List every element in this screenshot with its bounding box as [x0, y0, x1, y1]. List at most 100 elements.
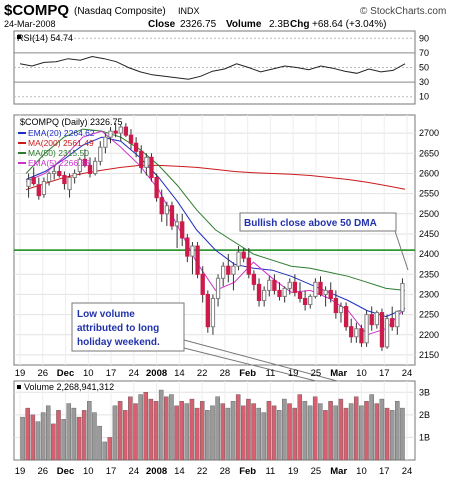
- volume-tick-labels: 3B 2B 1B: [419, 387, 430, 442]
- candle-body: [328, 289, 333, 299]
- rsi-label: RSI(14) 54.74: [17, 33, 73, 43]
- candle-body: [221, 265, 226, 279]
- price-tick-label: 2600: [419, 168, 439, 178]
- candle-body: [246, 257, 251, 275]
- volume-label: Volume: [226, 19, 262, 30]
- volume-bar: [235, 394, 241, 461]
- candle-body: [359, 328, 364, 344]
- candle-body: [318, 281, 323, 295]
- price-tick-label: 2350: [419, 269, 439, 279]
- volume-bar: [379, 398, 385, 461]
- legend-entry: MA(200) 2561.49: [28, 138, 94, 148]
- volume-bar: [71, 407, 77, 461]
- candle-body: [77, 158, 82, 172]
- annotation-bullish-box: [239, 212, 397, 232]
- price-tick-label: 2150: [419, 350, 439, 360]
- rsi-tick-label: 70: [419, 48, 429, 58]
- ema20-line: [25, 136, 406, 318]
- chg-label: Chg: [290, 19, 309, 30]
- candle-body: [190, 245, 195, 257]
- volume-value: 2.3B: [269, 19, 290, 30]
- x-tick-label: 19: [288, 368, 299, 379]
- price-tick-label: 2450: [419, 229, 439, 239]
- volume-bar: [143, 392, 149, 461]
- volume-bar: [76, 416, 82, 461]
- volume-bar: [61, 419, 66, 461]
- x-tick-label: 17: [106, 368, 117, 379]
- volume-bar: [271, 405, 277, 461]
- candle-body: [400, 283, 405, 312]
- volume-bar: [348, 403, 354, 461]
- x-tick-label: Dec: [57, 466, 74, 477]
- candle-body: [36, 184, 41, 197]
- annotation-bullish-text: Bullish close above 50 DMA: [244, 218, 377, 229]
- x-tick-label: 24: [402, 466, 413, 477]
- candle-body: [231, 265, 236, 275]
- x-tick-label: 10: [356, 368, 367, 379]
- volume-bar: [266, 401, 272, 461]
- candle-body: [195, 245, 200, 275]
- volume-bar: [328, 401, 333, 461]
- candle-body: [297, 291, 303, 299]
- price-tick-label: 2700: [419, 128, 439, 138]
- candle-body: [133, 142, 139, 152]
- volume-bar: [122, 410, 128, 461]
- x-tick-label: 17: [379, 368, 390, 379]
- x-tick-label: 17: [106, 466, 117, 477]
- volume-bar: [297, 394, 303, 461]
- x-tick-label: 26: [37, 466, 48, 477]
- x-tick-label: 10: [83, 368, 94, 379]
- x-tick-label: 14: [174, 368, 185, 379]
- candle-body: [395, 310, 400, 328]
- candle-body: [267, 279, 272, 291]
- candle-body: [292, 281, 298, 293]
- candle-body: [277, 289, 282, 297]
- price-tick-labels: 2700 2650 2600 2550 2500 2450 2400 2350 2300 2250…: [419, 128, 439, 360]
- volume-bar: [81, 410, 87, 461]
- x-axis-labels-middle: 19 26 Dec 10 17 24 2008 14 22 28 Feb 11 19 25 Mar 10 17 2…: [15, 368, 413, 379]
- candle-body: [323, 289, 328, 295]
- close-value: 2326.75: [180, 19, 217, 30]
- x-tick-label: 22: [197, 368, 208, 379]
- volume-bar: [184, 403, 190, 461]
- price-panel-label: $COMPQ (Daily) 2326.75: [20, 117, 123, 127]
- candle-body: [302, 297, 308, 306]
- candle-body: [241, 251, 246, 259]
- chg-value: +68.64 (+3.04%): [312, 19, 387, 30]
- volume-bar: [128, 396, 133, 461]
- rsi-tick-label: 30: [419, 77, 429, 87]
- candle-body: [41, 181, 47, 195]
- volume-bar: [369, 394, 374, 461]
- price-tick-label: 2400: [419, 249, 439, 259]
- rsi-tick-labels: 90 70 50 30 10: [419, 33, 429, 101]
- price-tick-label: 2550: [419, 189, 439, 199]
- candle-body: [308, 295, 313, 306]
- x-tick-label: 24: [129, 466, 140, 477]
- volume-bar: [307, 405, 313, 461]
- volume-bar: [66, 403, 72, 461]
- candle-body: [282, 287, 287, 297]
- candle-body: [174, 221, 180, 227]
- x-tick-label: 2008: [146, 368, 167, 379]
- x-tick-label: 28: [220, 368, 231, 379]
- volume-bar: [205, 410, 210, 461]
- candle-body: [215, 277, 221, 299]
- x-tick-label: 2008: [146, 466, 167, 477]
- x-tick-label: 17: [379, 466, 390, 477]
- candle-body: [236, 251, 241, 267]
- candles: [26, 123, 405, 351]
- volume-tick-label: 1B: [419, 432, 430, 442]
- volume-bar: [92, 412, 97, 461]
- candle-body: [46, 172, 52, 183]
- x-tick-label: 10: [356, 466, 367, 477]
- volume-bar: [292, 407, 297, 461]
- symbol-title: $COMPQ: [4, 2, 69, 19]
- volume-bar: [220, 403, 226, 461]
- candle-body: [164, 205, 170, 215]
- rsi-line: [19, 55, 406, 80]
- volume-bars: [20, 389, 405, 461]
- volume-bar: [179, 401, 184, 461]
- volume-bar: [25, 407, 30, 461]
- candle-body: [349, 326, 354, 338]
